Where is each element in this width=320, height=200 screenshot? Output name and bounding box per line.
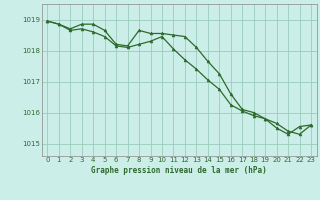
X-axis label: Graphe pression niveau de la mer (hPa): Graphe pression niveau de la mer (hPa) xyxy=(91,166,267,175)
